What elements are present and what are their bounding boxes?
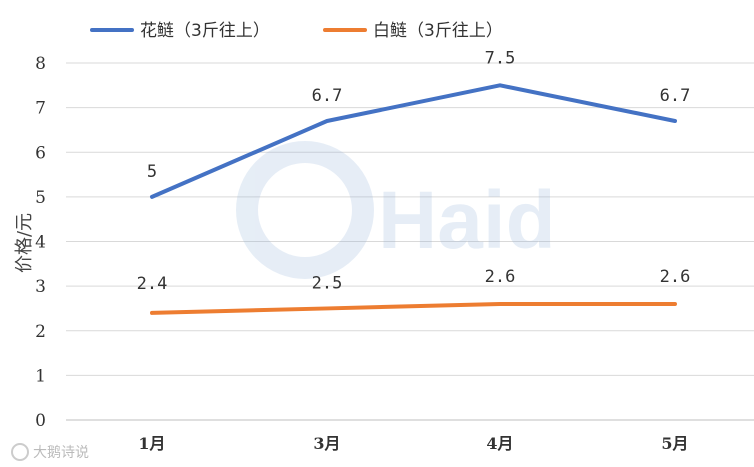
data-label: 2.4 <box>137 274 168 294</box>
logo-badge-icon <box>11 443 29 461</box>
y-tick-label: 4 <box>35 233 46 253</box>
data-label: 2.5 <box>312 273 343 293</box>
data-label: 2.6 <box>660 267 691 287</box>
series-group <box>150 83 677 315</box>
data-labels: 5 6.7 7.5 6.7 2.4 2.5 2.6 2.6 <box>137 48 691 294</box>
x-tick-label: 1月 <box>138 434 165 453</box>
x-tick-label: 5月 <box>661 434 688 453</box>
y-tick-label: 3 <box>35 277 46 297</box>
x-tick-label: 4月 <box>486 434 513 453</box>
y-tick-label: 0 <box>35 411 46 431</box>
watermark: Haid <box>236 141 556 279</box>
y-axis-ticks: 0 1 2 3 4 5 6 7 8 <box>35 54 46 431</box>
corner-mark-text: 大鹅诗说 <box>33 444 89 461</box>
legend-label: 白鲢（3斤往上） <box>373 21 503 41</box>
watermark-text: Haid <box>378 175 556 266</box>
data-label: 6.7 <box>660 86 691 106</box>
watermark-logo-icon <box>236 141 374 279</box>
gridlines <box>66 62 754 421</box>
y-axis-label: 价格/元 <box>14 213 35 273</box>
data-label: 6.7 <box>312 86 343 106</box>
data-label: 5 <box>147 162 157 182</box>
y-tick-label: 1 <box>35 366 46 386</box>
series-line-1 <box>150 301 677 315</box>
y-tick-label: 7 <box>35 99 46 119</box>
legend: 花鲢（3斤往上） 白鲢（3斤往上） <box>90 21 503 41</box>
corner-mark: 大鹅诗说 <box>11 443 89 461</box>
y-tick-label: 5 <box>35 188 46 208</box>
series-line-0 <box>150 83 677 199</box>
y-tick-label: 8 <box>35 54 46 74</box>
data-label: 7.5 <box>485 48 516 68</box>
y-tick-label: 6 <box>35 143 46 163</box>
x-tick-label: 3月 <box>313 434 340 453</box>
x-axis-ticks: 1月 3月 4月 5月 <box>138 434 688 453</box>
data-label: 2.6 <box>485 267 516 287</box>
y-tick-label: 2 <box>35 322 46 342</box>
legend-label: 花鲢（3斤往上） <box>140 21 270 41</box>
